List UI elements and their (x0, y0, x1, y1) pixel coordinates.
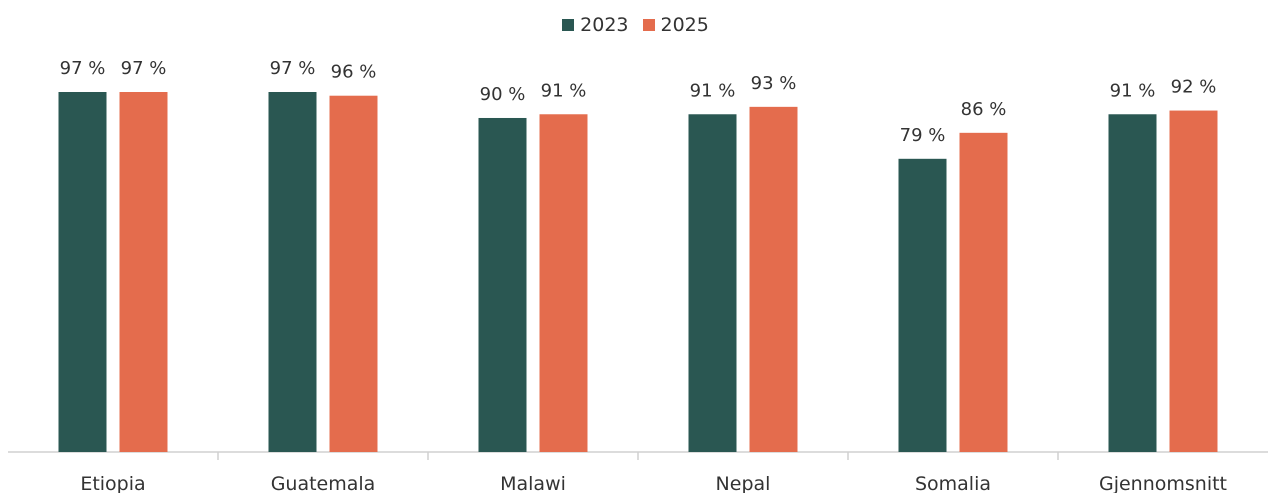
x-tick-label-guatemala: Guatemala (271, 473, 376, 493)
bar-2025-etiopia (119, 92, 168, 452)
x-tick-label-etiopia: Etiopia (80, 473, 145, 493)
data-label-2025-guatemala: 96 % (331, 62, 377, 83)
bar-2025-nepal (749, 106, 798, 452)
bar-2023-etiopia (58, 92, 107, 452)
bar-2023-nepal (688, 114, 737, 453)
data-label-2025-somalia: 86 % (961, 99, 1007, 120)
bar-2023-malawi (478, 117, 527, 453)
bar-2023-somalia (898, 158, 947, 452)
bar-2025-guatemala (329, 95, 378, 453)
bar-2025-somalia (959, 132, 1008, 452)
legend: 2023 2025 (0, 12, 1271, 38)
legend-swatch-2025 (642, 19, 655, 31)
legend-item-2023: 2023 (562, 14, 629, 36)
data-label-2023-etiopia: 97 % (60, 58, 106, 79)
data-label-2025-etiopia: 97 % (121, 58, 167, 79)
data-label-2023-guatemala: 97 % (270, 58, 316, 79)
legend-label-2025: 2025 (660, 14, 709, 36)
bar-2023-gjennomsnitt (1108, 114, 1157, 453)
bar-2025-malawi (539, 114, 588, 453)
data-label-2025-malawi: 91 % (541, 80, 587, 101)
data-label-2023-nepal: 91 % (690, 80, 736, 101)
legend-label-2023: 2023 (580, 14, 629, 36)
data-label-2023-malawi: 90 % (480, 84, 526, 105)
x-tick-label-gjennomsnitt: Gjennomsnitt (1099, 473, 1227, 493)
data-label-2023-gjennomsnitt: 91 % (1110, 80, 1156, 101)
x-tick-label-somalia: Somalia (915, 473, 991, 493)
bar-2025-gjennomsnitt (1169, 110, 1218, 452)
x-tick-label-malawi: Malawi (500, 473, 566, 493)
data-label-2025-nepal: 93 % (751, 73, 797, 94)
data-label-2025-gjennomsnitt: 92 % (1171, 77, 1217, 98)
legend-item-2025: 2025 (642, 14, 709, 36)
bar-2023-guatemala (268, 92, 317, 452)
legend-swatch-2023 (562, 19, 575, 31)
x-tick-label-nepal: Nepal (716, 473, 771, 493)
data-label-2023-somalia: 79 % (900, 125, 946, 146)
